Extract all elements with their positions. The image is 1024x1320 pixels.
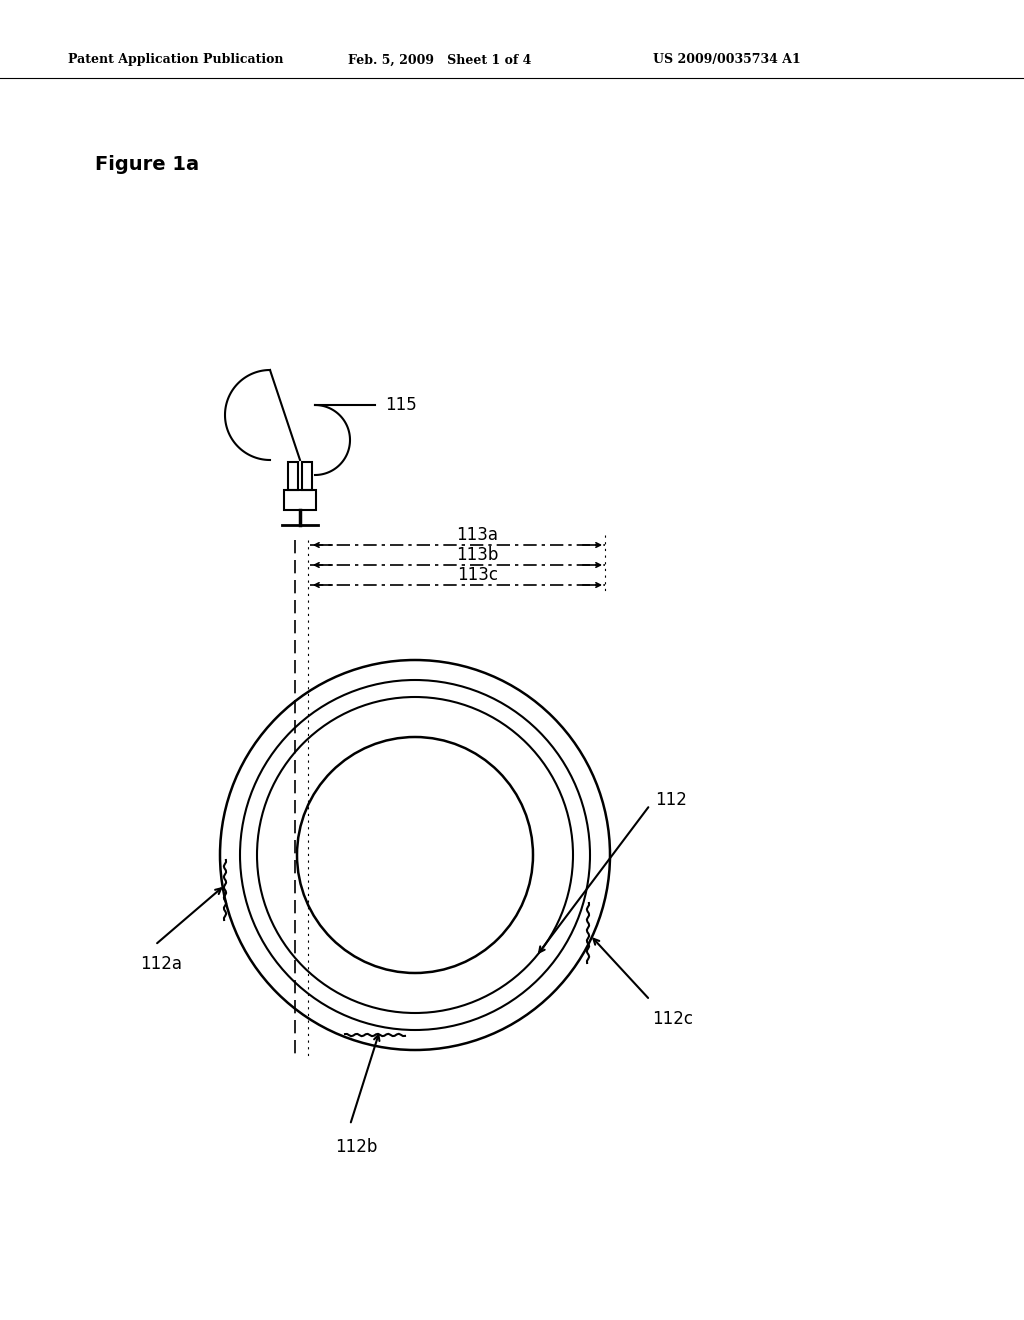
Text: 112c: 112c bbox=[652, 1010, 693, 1028]
Text: US 2009/0035734 A1: US 2009/0035734 A1 bbox=[653, 54, 801, 66]
Bar bbox=[302, 462, 312, 490]
Text: Patent Application Publication: Patent Application Publication bbox=[68, 54, 284, 66]
Text: 113a: 113a bbox=[457, 525, 499, 544]
Bar bbox=[288, 462, 298, 490]
Bar bbox=[284, 490, 316, 510]
Text: 112a: 112a bbox=[140, 954, 182, 973]
Text: 115: 115 bbox=[385, 396, 417, 414]
Text: 113b: 113b bbox=[457, 546, 499, 564]
Text: 112b: 112b bbox=[335, 1138, 378, 1156]
Text: Figure 1a: Figure 1a bbox=[95, 156, 199, 174]
Text: Feb. 5, 2009   Sheet 1 of 4: Feb. 5, 2009 Sheet 1 of 4 bbox=[348, 54, 531, 66]
Text: 113c: 113c bbox=[457, 566, 498, 583]
Text: 112: 112 bbox=[655, 791, 687, 809]
